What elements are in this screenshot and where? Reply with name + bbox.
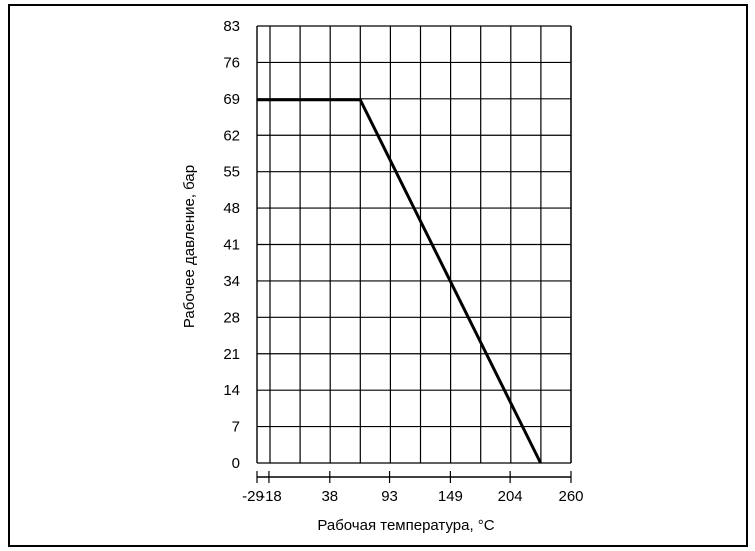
y-tick-label: 55	[223, 164, 240, 181]
axes	[256, 26, 572, 483]
x-tick-label: 149	[438, 488, 463, 505]
x-tick-label: 38	[321, 488, 338, 505]
y-tick-label: 7	[232, 419, 240, 436]
tick-labels: -29-18 38 93 149 204 260 0 7 14 21 28 34 41 48 55 62 69 7…	[223, 18, 583, 505]
y-tick-label: 34	[223, 273, 240, 290]
x-tick-label: 93	[381, 488, 398, 505]
y-tick-label: 21	[223, 346, 240, 363]
y-tick-label: 69	[223, 91, 240, 108]
x-axis-title: Рабочая температура, °С	[317, 517, 494, 534]
y-tick-label: 41	[223, 237, 240, 254]
y-tick-label: 76	[223, 54, 240, 71]
y-tick-label: 28	[223, 309, 240, 326]
y-axis-title: Рабочее давление, бар	[181, 165, 198, 328]
x-tick-label: 204	[498, 488, 523, 505]
y-tick-label: 83	[223, 18, 240, 35]
series-line	[257, 98, 542, 464]
y-tick-label: 62	[223, 127, 240, 144]
y-tick-label: 0	[232, 455, 240, 472]
y-tick-label: 48	[223, 200, 240, 217]
y-tick-label: 14	[223, 382, 240, 399]
x-tick-label: -18	[260, 488, 282, 505]
grid	[257, 25, 572, 464]
chart-frame	[8, 4, 748, 547]
series	[257, 98, 542, 464]
x-tick-label: 260	[558, 488, 583, 505]
x-tick-label: -29	[242, 488, 264, 505]
